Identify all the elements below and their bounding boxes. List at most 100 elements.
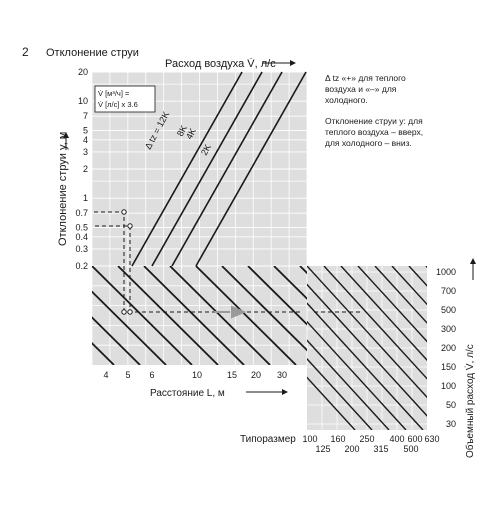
flow-diagonal-line: [340, 266, 427, 362]
grid-lines: [91, 71, 427, 430]
distance-tick-label: 30: [277, 370, 287, 380]
size-tick-label-bottom: 315: [373, 444, 388, 454]
deflection-tick-label: 0.4: [75, 232, 88, 242]
deflection-tick-label: 0.3: [75, 244, 88, 254]
distance-tick-label: 15: [227, 370, 237, 380]
volume-axis-arrowhead: [470, 258, 476, 264]
distance-tick-label: 4: [103, 370, 108, 380]
figure-title: Отклонение струи: [46, 47, 139, 59]
distance-diagonal-line: [92, 341, 115, 365]
diagonal-lines: [0, 71, 427, 430]
distance-diagonal-line: [92, 266, 193, 365]
distance-diagonal-line: [221, 266, 307, 352]
deflection-series-line-3: [195, 71, 307, 267]
note-line-2: воздуха и «–» для: [325, 84, 397, 94]
guide-arrow-grey: [214, 305, 247, 319]
note-line-5: теплого воздуха – вверх,: [325, 127, 423, 137]
deflection-tick-label: 1: [83, 193, 88, 203]
size-tick-label-top: 160: [330, 434, 345, 444]
flow-diagonal-line: [307, 283, 427, 417]
distance-tick-label: 6: [149, 370, 154, 380]
guide-arrows: [92, 209, 360, 319]
flow-diagonal-line: [391, 266, 427, 306]
distance-diagonal-line: [92, 290, 167, 365]
series-label-8k: 8K: [175, 124, 189, 138]
volume-tick-label: 700: [441, 286, 456, 296]
distance-axis-arrowhead: [282, 389, 288, 395]
volume-tick-label: 200: [441, 343, 456, 353]
distance-diagonal-line: [273, 266, 307, 300]
flow-diagonal-line: [323, 266, 427, 380]
deflection-tick-label: 3: [83, 147, 88, 157]
volume-tick-label: 150: [441, 362, 456, 372]
size-axis-label: Типоразмер: [240, 434, 296, 445]
note-line-1: Δ tz «+» для теплого: [325, 73, 406, 83]
flow-diagonal-line: [357, 266, 427, 343]
size-tick-label-top: 100: [302, 434, 317, 444]
distance-diagonal-line: [143, 266, 245, 365]
flow-diagonal-line: [307, 376, 356, 430]
figure-number: 2: [22, 45, 29, 59]
flow-diagonal-line: [307, 266, 427, 399]
flow-diagonal-line: [425, 266, 427, 269]
guide-point-d: [121, 209, 127, 215]
distance-diagonal-line: [195, 266, 297, 365]
deflection-tick-label: 0.2: [75, 261, 88, 271]
distance-tick-label: 5: [125, 370, 130, 380]
distance-tick-label: 10: [192, 370, 202, 380]
size-tick-label-top: 250: [359, 434, 374, 444]
size-tick-label-bottom: 125: [315, 444, 330, 454]
deflection-tick-label: 7: [83, 111, 88, 121]
guide-point-b: [127, 309, 133, 315]
guide-point-c: [127, 223, 133, 229]
note-line-4: Отклонение струи y: для: [325, 116, 423, 126]
deflection-tick-label: 10: [78, 96, 88, 106]
volume-tick-label: 50: [446, 400, 456, 410]
deflection-tick-label: 0.5: [75, 222, 88, 232]
distance-diagonal-line: [169, 266, 271, 365]
deflection-series-line-1: [151, 71, 263, 267]
deflection-tick-label: 2: [83, 164, 88, 174]
deflection-tick-label: 0.7: [75, 208, 88, 218]
volume-tick-label: 300: [441, 324, 456, 334]
deflection-axis-label: Отклонение струи y, м: [57, 132, 69, 246]
size-tick-label-bottom: 500: [403, 444, 418, 454]
volume-tick-label: 500: [441, 305, 456, 315]
distance-diagonal-line: [92, 316, 141, 365]
distance-diagonal-line: [0, 266, 88, 365]
flow-axis-label: Расход воздуха V̇, л/с: [165, 57, 276, 70]
flow-diagonal-line: [374, 266, 427, 324]
volume-tick-label: 100: [441, 381, 456, 391]
size-tick-label-top: 400: [389, 434, 404, 444]
distance-tick-label: 20: [251, 370, 261, 380]
size-tick-label-top: 630: [424, 434, 439, 444]
note-line-3: холодного.: [325, 95, 368, 105]
deflection-series-line-2: [171, 71, 283, 267]
deflection-tick-label: 4: [83, 135, 88, 145]
conversion-note-box: [94, 85, 156, 113]
distance-diagonal-line: [117, 266, 219, 365]
flow-diagonal-line: [307, 302, 424, 430]
deflection-series-line-0: [131, 71, 243, 267]
note-line-6: для холодного – вниз.: [325, 138, 412, 148]
distance-axis-label: Расстояние L, м: [150, 388, 225, 399]
conversion-note-line1: V̇ [м³/ч] =: [98, 89, 130, 98]
size-tick-label-extra: 600: [407, 434, 422, 444]
series-label-2k: 2K: [199, 143, 213, 157]
volume-tick-label: 1000: [436, 267, 456, 277]
size-tick-label-bottom: 200: [344, 444, 359, 454]
flow-diagonal-line: [307, 339, 390, 430]
series-label-4k: 4K: [184, 127, 198, 141]
deflection-tick-label: 5: [83, 125, 88, 135]
conversion-note-line2: V̇ [л/с] x 3.6: [98, 100, 138, 109]
tick-labels: 20107543210.70.50.40.30.2100070050030020…: [75, 67, 456, 454]
flow-diagonal-line: [307, 320, 407, 430]
deflection-axis-arrowhead: [63, 132, 69, 138]
volume-tick-label: 30: [446, 419, 456, 429]
distance-diagonal-line: [247, 266, 307, 326]
volume-axis-label: Объемный расход V̇, л/с: [463, 344, 476, 458]
flow-diagonal-line: [307, 357, 373, 430]
deflection-tick-label: 20: [78, 67, 88, 77]
